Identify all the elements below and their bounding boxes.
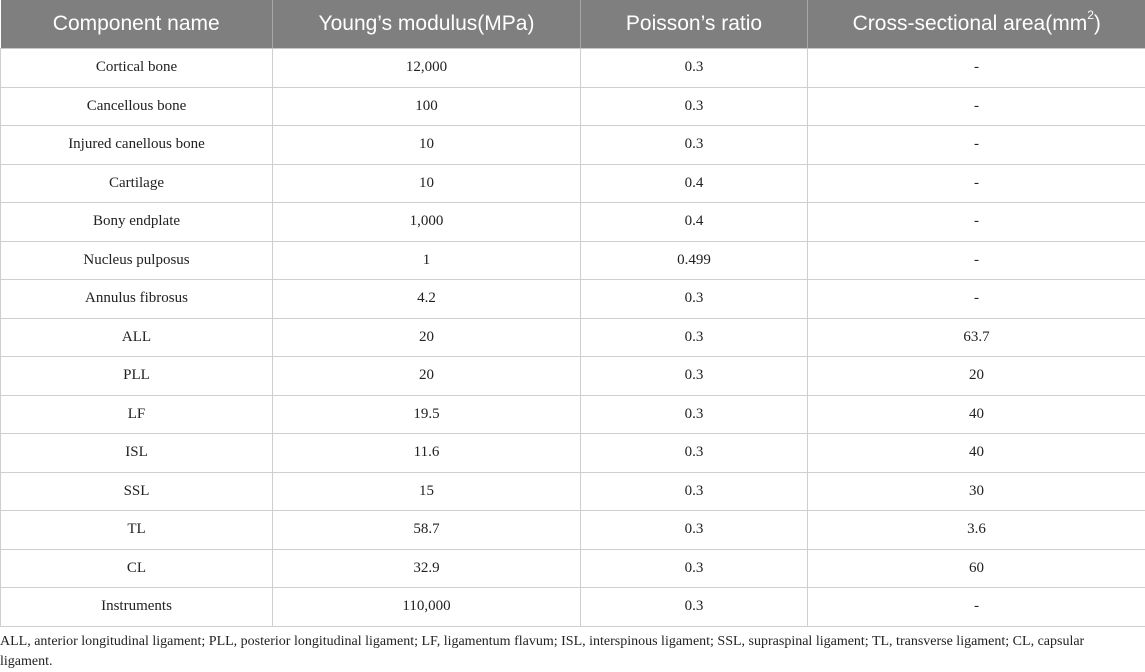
cell-youngs-modulus: 20 (273, 318, 581, 357)
header-component-name: Component name (1, 0, 273, 49)
cell-component-name: Instruments (1, 588, 273, 627)
header-youngs-modulus-label: Young’s modulus(MPa) (319, 12, 535, 35)
cell-component-name: SSL (1, 472, 273, 511)
cell-youngs-modulus: 100 (273, 87, 581, 126)
cell-cross-sectional-area: 60 (808, 549, 1145, 588)
header-component-name-label: Component name (53, 12, 220, 35)
cell-cross-sectional-area: - (808, 203, 1145, 242)
cell-cross-sectional-area: 40 (808, 434, 1145, 473)
cell-poissons-ratio: 0.3 (581, 472, 808, 511)
cell-component-name: PLL (1, 357, 273, 396)
cell-cross-sectional-area: 30 (808, 472, 1145, 511)
cell-component-name: ISL (1, 434, 273, 473)
cell-poissons-ratio: 0.3 (581, 588, 808, 627)
cell-component-name: Injured canellous bone (1, 126, 273, 165)
cell-youngs-modulus: 32.9 (273, 549, 581, 588)
header-cross-sectional-area: Cross-sectional area(mm2) (808, 0, 1145, 49)
cell-cross-sectional-area: - (808, 280, 1145, 319)
cell-youngs-modulus: 1,000 (273, 203, 581, 242)
cell-youngs-modulus: 19.5 (273, 395, 581, 434)
cell-youngs-modulus: 4.2 (273, 280, 581, 319)
cell-youngs-modulus: 1 (273, 241, 581, 280)
header-area-suffix: ) (1094, 12, 1101, 35)
cell-cross-sectional-area: 40 (808, 395, 1145, 434)
cell-youngs-modulus: 12,000 (273, 49, 581, 88)
cell-youngs-modulus: 20 (273, 357, 581, 396)
material-properties-table-container: Component name Young’s modulus(MPa) Pois… (0, 0, 1145, 627)
cell-poissons-ratio: 0.4 (581, 164, 808, 203)
cell-poissons-ratio: 0.3 (581, 49, 808, 88)
cell-poissons-ratio: 0.3 (581, 434, 808, 473)
cell-cross-sectional-area: - (808, 49, 1145, 88)
cell-cross-sectional-area: - (808, 87, 1145, 126)
cell-poissons-ratio: 0.3 (581, 87, 808, 126)
cell-component-name: LF (1, 395, 273, 434)
header-poissons-ratio: Poisson’s ratio (581, 0, 808, 49)
cell-component-name: Cortical bone (1, 49, 273, 88)
cell-youngs-modulus: 58.7 (273, 511, 581, 550)
header-row: Component name Young’s modulus(MPa) Pois… (1, 0, 1145, 49)
cell-component-name: Nucleus pulposus (1, 241, 273, 280)
header-youngs-modulus: Young’s modulus(MPa) (273, 0, 581, 49)
cell-youngs-modulus: 11.6 (273, 434, 581, 473)
cell-poissons-ratio: 0.3 (581, 357, 808, 396)
cell-youngs-modulus: 110,000 (273, 588, 581, 627)
cell-poissons-ratio: 0.3 (581, 280, 808, 319)
cell-poissons-ratio: 0.3 (581, 126, 808, 165)
cell-poissons-ratio: 0.4 (581, 203, 808, 242)
cell-youngs-modulus: 15 (273, 472, 581, 511)
cell-cross-sectional-area: 3.6 (808, 511, 1145, 550)
table-header: Component name Young’s modulus(MPa) Pois… (1, 0, 1145, 49)
cell-poissons-ratio: 0.3 (581, 549, 808, 588)
material-properties-table: Component name Young’s modulus(MPa) Pois… (0, 0, 1145, 627)
table-footnote: ALL, anterior longitudinal ligament; PLL… (0, 632, 1140, 672)
cell-component-name: Annulus fibrosus (1, 280, 273, 319)
cell-component-name: TL (1, 511, 273, 550)
cell-component-name: Cartilage (1, 164, 273, 203)
cell-cross-sectional-area: 20 (808, 357, 1145, 396)
cell-component-name: Bony endplate (1, 203, 273, 242)
cell-poissons-ratio: 0.499 (581, 241, 808, 280)
cell-cross-sectional-area: 63.7 (808, 318, 1145, 357)
cell-youngs-modulus: 10 (273, 126, 581, 165)
cell-component-name: ALL (1, 318, 273, 357)
cell-poissons-ratio: 0.3 (581, 511, 808, 550)
cell-cross-sectional-area: - (808, 241, 1145, 280)
header-area-unit-superscript: 2 (1087, 8, 1094, 22)
cell-component-name: Cancellous bone (1, 87, 273, 126)
cell-poissons-ratio: 0.3 (581, 318, 808, 357)
cell-component-name: CL (1, 549, 273, 588)
cell-youngs-modulus: 10 (273, 164, 581, 203)
cell-cross-sectional-area: - (808, 588, 1145, 627)
cell-cross-sectional-area: - (808, 126, 1145, 165)
cell-cross-sectional-area: - (808, 164, 1145, 203)
header-poissons-ratio-label: Poisson’s ratio (626, 12, 762, 35)
cell-poissons-ratio: 0.3 (581, 395, 808, 434)
header-cross-sectional-area-label: Cross-sectional area(mm (853, 12, 1088, 35)
